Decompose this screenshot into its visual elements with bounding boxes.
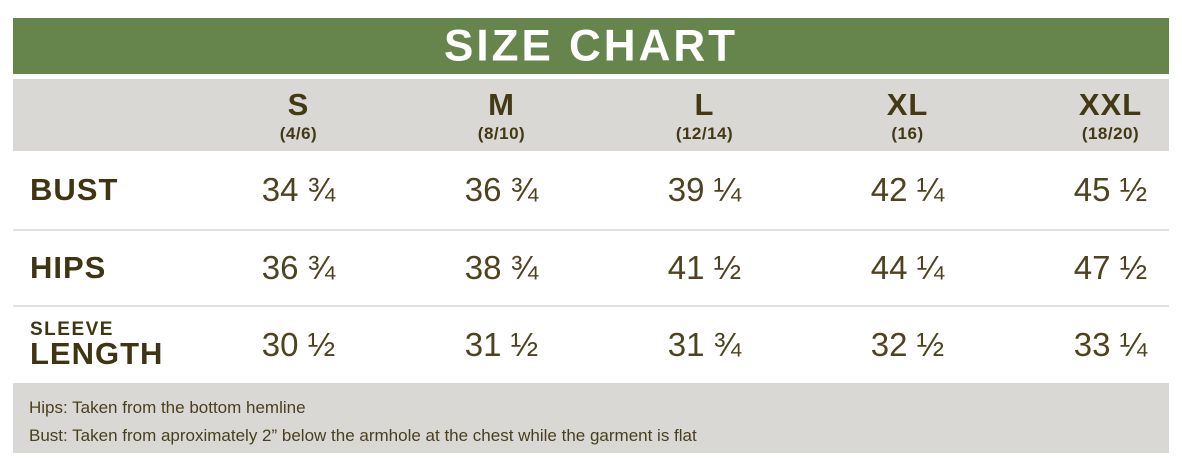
size-range: (18/20) [1081, 123, 1140, 143]
column-header-xxl: XXL (18/20) [1009, 79, 1182, 151]
size-range: (8/10) [477, 123, 526, 143]
bust-value-xxl: 45 ½ [1073, 171, 1148, 208]
table-row-sleeve-length: SLEEVE LENGTH 30 ½ 31 ½ 31 ¾ 32 ½ 33 ¼ [13, 307, 1169, 383]
table-row-hips: HIPS 36 ¾ 38 ¾ 41 ½ 44 ¼ 47 ½ [13, 231, 1169, 307]
bust-value-s: 34 ¾ [261, 171, 336, 208]
size-label: S [287, 86, 310, 122]
size-range: (4/6) [279, 123, 318, 143]
row-label-text-top: SLEEVE [30, 319, 114, 341]
hips-value-xxl: 47 ½ [1073, 249, 1148, 286]
size-range: (16) [891, 123, 924, 143]
sleeve-value-xxl: 33 ¼ [1073, 326, 1148, 363]
corner-cell [13, 79, 197, 151]
hips-value-xl: 44 ¼ [870, 249, 945, 286]
column-header-m: M (8/10) [400, 79, 603, 151]
sleeve-value-s: 30 ½ [261, 326, 336, 363]
size-label: XXL [1078, 86, 1143, 122]
hips-value-m: 38 ¾ [464, 249, 539, 286]
sleeve-value-m: 31 ½ [464, 326, 539, 363]
bust-footnote: Bust: Taken from aproximately 2” below t… [29, 426, 697, 445]
column-header-l: L (12/14) [603, 79, 806, 151]
row-label-text: BUST [30, 172, 119, 208]
column-header-xl: XL (16) [806, 79, 1009, 151]
size-label: L [694, 86, 715, 122]
sleeve-value-xl: 32 ½ [870, 326, 945, 363]
column-header-s: S (4/6) [197, 79, 400, 151]
hips-value-l: 41 ½ [667, 249, 742, 286]
row-label-sleeve-length: SLEEVE LENGTH [13, 319, 197, 372]
row-label-text: HIPS [30, 250, 107, 286]
page-title: SIZE CHART [444, 20, 738, 71]
title-band: SIZE CHART [13, 18, 1169, 74]
sleeve-value-l: 31 ¾ [667, 326, 742, 363]
size-label: M [488, 86, 515, 122]
bust-value-xl: 42 ¼ [870, 171, 945, 208]
size-label: XL [886, 86, 929, 122]
row-label-hips: HIPS [13, 250, 197, 286]
footnotes-band: Hips: Taken from the bottom hemline Bust… [13, 383, 1169, 453]
hips-footnote: Hips: Taken from the bottom hemline [29, 398, 306, 417]
table-row-bust: BUST 34 ¾ 36 ¾ 39 ¼ 42 ¼ 45 ½ [13, 151, 1169, 231]
row-label-text-bottom: LENGTH [30, 336, 164, 372]
row-label-bust: BUST [13, 172, 197, 208]
size-range: (12/14) [675, 123, 734, 143]
bust-value-l: 39 ¼ [667, 171, 742, 208]
hips-value-s: 36 ¾ [261, 249, 336, 286]
bust-value-m: 36 ¾ [464, 171, 539, 208]
column-header-row: S (4/6) M (8/10) L (12/14) XL (16) XXL (… [13, 79, 1169, 151]
